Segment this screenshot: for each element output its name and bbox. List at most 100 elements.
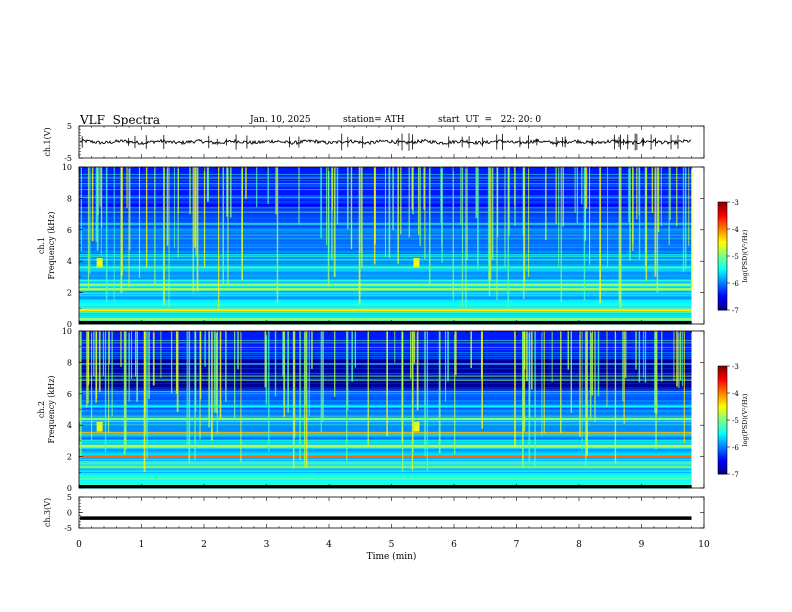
spectrogram-sferic	[144, 331, 146, 414]
spectrogram-sferic	[465, 167, 467, 308]
spectrogram-sferic	[305, 331, 307, 405]
colorbar-cell	[718, 422, 727, 425]
spectrogram-streak	[79, 354, 692, 356]
spectrogram-sferic	[416, 331, 419, 411]
spectrogram-band	[79, 308, 692, 312]
spectrogram-streak	[79, 461, 692, 463]
spectrogram-streak	[79, 389, 692, 391]
colorbar-cell	[718, 443, 727, 447]
spectrogram-streak	[79, 368, 692, 370]
spectrogram-bin	[79, 310, 692, 315]
colorbar-cell	[718, 417, 727, 421]
spectrogram-sferic	[455, 331, 457, 376]
colorbar-cell	[718, 415, 727, 419]
spectrogram-sferic	[591, 331, 594, 396]
spectrogram-streak	[79, 432, 692, 434]
colorbar-cell	[718, 249, 727, 253]
spectrogram-bin	[79, 279, 692, 283]
spectrogram-streak	[79, 465, 692, 467]
spectrogram-streak	[79, 468, 692, 470]
spectrogram-sferic	[570, 331, 573, 413]
spectrogram-streak	[79, 297, 692, 299]
y-tick-label: 2	[67, 453, 72, 462]
colorbar-cell	[718, 275, 727, 279]
spectrogram-sferic	[477, 167, 479, 270]
spectrogram-sferic	[189, 167, 191, 215]
colorbar-cell	[718, 407, 727, 410]
x-tick-label: 4	[326, 540, 332, 550]
x-tick-label: 3	[264, 540, 270, 550]
colorbar-cell	[718, 297, 727, 300]
spectrogram-streak	[79, 316, 692, 318]
colorbar-cell	[718, 445, 727, 449]
spectrogram-streak	[79, 478, 692, 480]
colorbar-cell	[718, 303, 727, 307]
spectrogram-sferic	[227, 167, 229, 285]
spectrogram-sferic	[166, 167, 169, 246]
spectrogram-sferic	[120, 331, 122, 367]
spectrogram-streak	[79, 422, 692, 424]
spectrogram-streak	[79, 446, 692, 448]
spectrogram-sferic	[562, 167, 564, 227]
spectrogram-bin	[79, 331, 692, 335]
spectrogram-sferic	[215, 331, 218, 414]
spectrogram-sferic	[99, 167, 101, 207]
spectrogram-sferic	[558, 167, 560, 269]
spectrogram-sferic	[245, 167, 247, 199]
spectrogram-sferic	[361, 167, 363, 267]
spectrogram-streak	[79, 286, 692, 287]
spectrogram-bin	[79, 427, 692, 432]
spectrogram-floor	[79, 485, 692, 488]
spectrogram-bin	[79, 292, 692, 296]
spectrogram-bin	[79, 448, 692, 452]
spectrogram-sferic	[384, 167, 386, 258]
colorbar-cell	[718, 208, 727, 212]
spectrogram-sferic	[95, 167, 98, 242]
spectrogram-sferic	[526, 331, 528, 382]
spectrogram-sferic	[514, 331, 516, 449]
spectrogram-sferic	[195, 167, 197, 256]
spectrogram-streak	[79, 414, 692, 416]
spectrogram-bin	[79, 375, 692, 379]
colorbar-cell	[718, 467, 727, 471]
spectrogram-sferic	[124, 331, 127, 450]
colorbar-cell	[718, 281, 727, 285]
spectrogram-bin	[79, 406, 692, 411]
spectrogram-sferic	[326, 167, 328, 245]
spectrogram-sferic	[374, 167, 376, 245]
spectrogram-sferic	[683, 331, 685, 443]
spectrogram-bin	[79, 451, 692, 455]
ch2-spectrogram	[79, 331, 704, 489]
spectrogram-sferic	[306, 331, 308, 468]
y-axis-label: ch.3(V)	[43, 498, 52, 527]
spectrogram-sferic	[168, 167, 170, 307]
spectrogram-sferic	[423, 167, 425, 210]
spectrogram-sferic	[331, 167, 333, 211]
spectrogram-sferic	[668, 167, 670, 245]
colorbar-label: log(PSD)(V²/Hz)	[741, 393, 749, 446]
spectrogram-bin	[79, 297, 692, 302]
spectrogram-sferic	[440, 167, 442, 224]
spectrogram-streak	[79, 312, 692, 314]
spectrogram-streak	[79, 349, 692, 350]
spectrogram-sferic	[635, 331, 637, 370]
y-tick-label: 2	[67, 289, 72, 298]
spectrogram-sferic	[412, 167, 414, 215]
spectrogram-sferic	[669, 167, 671, 221]
spectrogram-sferic	[461, 167, 464, 308]
spectrogram-sferic	[128, 167, 130, 288]
spectrogram-sferic	[98, 331, 101, 392]
spectrogram-sferic	[523, 331, 526, 432]
x-tick-label: 1	[139, 540, 145, 550]
spectrogram-sferic	[186, 331, 188, 447]
y-tick-label: 10	[62, 327, 72, 336]
colorbar-cell	[718, 448, 727, 451]
spectrogram-sferic	[240, 331, 242, 463]
spectrogram-sferic	[656, 331, 658, 414]
spectrogram-sferic	[655, 331, 657, 450]
spectrogram-sferic	[607, 167, 609, 269]
spectrogram-streak	[79, 259, 692, 260]
spectrogram-bin	[79, 255, 692, 260]
spectrogram-bin	[79, 344, 692, 348]
spectrogram-bin	[79, 422, 692, 426]
